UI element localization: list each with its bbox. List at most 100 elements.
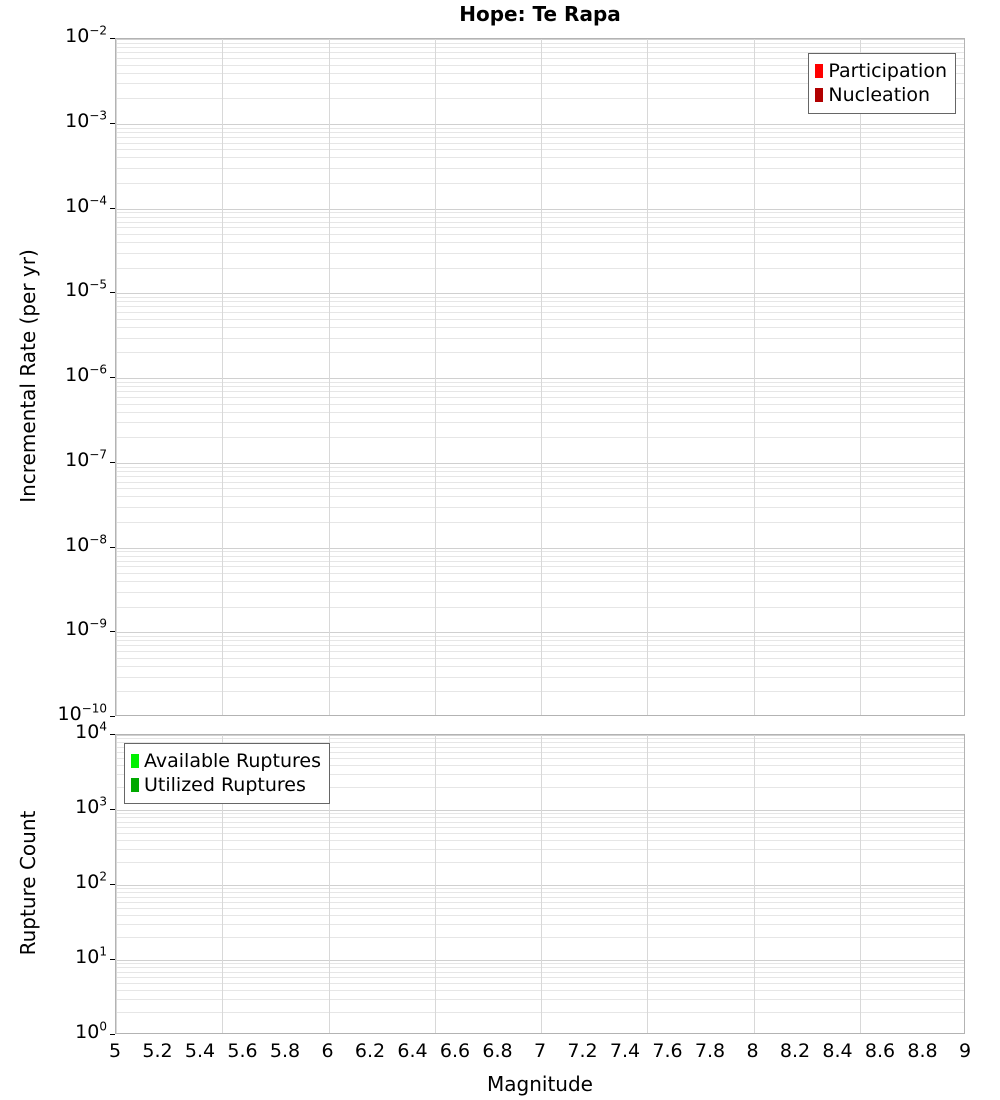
y-tick-mark <box>110 716 115 717</box>
gridline-minor <box>116 817 964 819</box>
gridline-minor <box>116 168 964 170</box>
gridline-minor <box>116 83 964 85</box>
gridline-minor <box>116 591 964 593</box>
x-tick-label: 6.2 <box>354 1040 386 1062</box>
legend-swatch-available-ruptures-icon <box>131 754 139 768</box>
x-tick-label: 8.6 <box>864 1040 896 1062</box>
gridline-major <box>116 810 964 811</box>
gridline-minor <box>116 645 964 647</box>
gridline-minor <box>116 136 964 138</box>
gridline-minor <box>116 764 964 766</box>
gridline-minor <box>116 937 964 939</box>
y-tick-label: 10−9 <box>65 616 107 641</box>
gridline-vertical <box>541 735 542 1033</box>
gridline-major <box>116 885 964 886</box>
gridline-minor <box>116 64 964 66</box>
gridline-vertical <box>753 39 755 715</box>
gridline-minor <box>116 774 964 776</box>
gridline-minor <box>116 849 964 851</box>
gridline-vertical <box>434 735 436 1033</box>
gridline-major <box>116 208 964 210</box>
gridline-major <box>116 462 964 464</box>
gridline-minor <box>116 411 964 413</box>
gridline-major <box>116 632 964 634</box>
y-tick-mark <box>110 734 115 735</box>
gridline-vertical <box>647 735 649 1033</box>
gridline-minor <box>116 573 964 574</box>
gridline-minor <box>116 72 964 74</box>
gridline-minor <box>116 787 964 789</box>
gridline-minor <box>116 566 964 568</box>
y-tick-mark <box>110 292 115 294</box>
x-tick-label: 6.8 <box>482 1040 513 1062</box>
gridline-minor <box>116 42 964 44</box>
y-tick-label: 10−4 <box>65 193 107 217</box>
y-tick-label: 10−5 <box>65 277 107 302</box>
legend-item-participation: Participation <box>815 59 947 83</box>
incremental-rate-plot: Participation Nucleation <box>115 38 965 716</box>
rupture-count-plot: Available Ruptures Utilized Ruptures <box>115 734 965 1034</box>
gridline-minor <box>116 306 964 308</box>
y-tick-mark <box>110 1034 115 1035</box>
gridline-minor <box>116 914 964 916</box>
y-tick-mark <box>110 377 115 378</box>
x-tick-label: 8.2 <box>779 1040 811 1062</box>
gridline-minor <box>116 691 964 693</box>
y-tick-label: 102 <box>75 869 107 893</box>
x-tick-label: 6 <box>321 1040 334 1062</box>
gridline-minor <box>116 182 964 184</box>
x-tick-label: 7.8 <box>694 1040 726 1062</box>
x-axis-label: Magnitude <box>487 1072 593 1096</box>
gridline-minor <box>116 999 964 1001</box>
gridline-vertical <box>753 735 755 1033</box>
gridline-minor <box>116 496 964 498</box>
y-tick-label: 101 <box>75 944 107 968</box>
gridline-minor <box>116 352 964 354</box>
y-tick-label: 103 <box>75 794 107 818</box>
gridline-major <box>116 39 964 40</box>
legend-label-available-ruptures: Available Ruptures <box>144 749 321 772</box>
gridline-minor <box>116 738 964 740</box>
gridline-minor <box>116 821 964 823</box>
legend-label-utilized-ruptures: Utilized Ruptures <box>144 773 306 796</box>
legend-label-participation: Participation <box>828 59 947 82</box>
gridline-minor <box>116 337 964 339</box>
gridline-minor <box>116 657 964 659</box>
gridline-minor <box>116 963 964 965</box>
gridline-vertical <box>328 39 330 715</box>
gridline-minor <box>116 312 964 314</box>
x-tick-label: 7 <box>533 1040 547 1062</box>
gridline-vertical <box>859 735 861 1033</box>
y-tick-label: 10−3 <box>65 108 107 132</box>
gridline-minor <box>116 896 964 898</box>
gridline-minor <box>116 676 964 678</box>
x-tick-label: 8.4 <box>822 1040 853 1062</box>
gridline-minor <box>116 386 964 388</box>
gridline-minor <box>116 892 964 894</box>
gridline-minor <box>116 98 964 100</box>
gridline-minor <box>116 651 964 653</box>
legend-item-utilized-ruptures: Utilized Ruptures <box>131 773 321 797</box>
gridline-major <box>116 735 964 736</box>
gridline-minor <box>116 297 964 299</box>
legend-swatch-utilized-ruptures-icon <box>131 778 139 792</box>
gridline-vertical <box>328 735 330 1033</box>
gridline-vertical <box>116 39 117 715</box>
legend-item-available-ruptures: Available Ruptures <box>131 749 321 773</box>
gridline-minor <box>116 507 964 509</box>
x-tick-label: 7.6 <box>652 1040 683 1062</box>
gridline-minor <box>116 560 964 562</box>
gridline-minor <box>116 907 964 909</box>
x-tick-label: 7.4 <box>609 1040 641 1062</box>
y-tick-mark <box>110 884 115 885</box>
gridline-minor <box>116 227 964 229</box>
x-tick-label: 5.4 <box>184 1040 216 1062</box>
gridline-minor <box>116 481 964 483</box>
y-tick-label: 10−2 <box>65 23 107 47</box>
gridline-vertical <box>647 39 649 715</box>
y-tick-mark <box>110 38 115 39</box>
gridline-minor <box>116 521 964 523</box>
legend-item-nucleation: Nucleation <box>815 83 947 107</box>
gridline-minor <box>116 862 964 864</box>
